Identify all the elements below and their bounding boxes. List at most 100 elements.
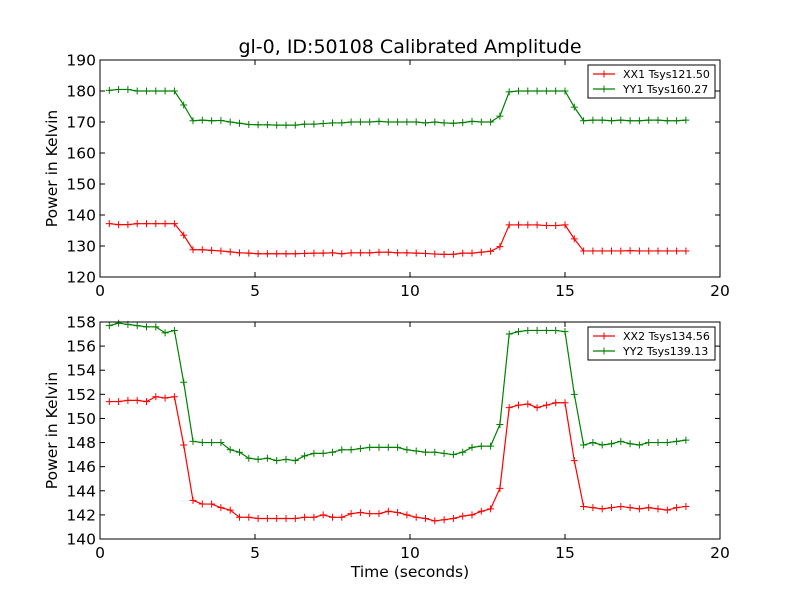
bottom-series-1-point [384,507,392,515]
top-series-2-point [329,119,336,127]
top-series-2-point [152,87,160,95]
top-series-1-point [459,249,467,257]
bottom-legend-label-1: XX2 Tsys134.56 [623,330,710,343]
top-series-2-point [570,103,578,111]
top-series-1-point [338,250,346,258]
figure-title: gl-0, ID:50108 Calibrated Amplitude [238,36,581,58]
bottom-series-2-point [487,442,495,450]
top-series-2-point [673,117,681,125]
top-series-1-point [143,220,150,228]
bottom-series-1-point [329,513,336,521]
top-x-tick-label: 20 [710,282,730,300]
bottom-series-2-point [133,322,141,330]
top-series-1-point [161,220,169,228]
top-series-2-point [161,87,169,95]
bottom-series-1-point [208,500,216,508]
top-series-2-point [515,87,522,95]
bottom-series-1-point [310,513,318,521]
bottom-series-1-point [282,515,290,523]
top-series-1-point [589,247,597,255]
top-y-tick-label: 130 [66,238,96,256]
bottom-series-1-point [477,507,485,515]
top-x-tick-label: 5 [250,282,260,300]
top-series-1-point [403,249,411,257]
top-series-1-point [133,220,141,228]
bottom-series-2-point [161,329,169,337]
bottom-y-tick-label: 158 [66,314,96,332]
bottom-series-1-point [468,511,476,519]
top-series-2-point [208,117,216,125]
bottom-series-2-point [515,328,522,336]
bottom-series-1-point [394,508,402,516]
bottom-series-1-point [533,404,541,412]
bottom-series-1-point [542,401,550,409]
bottom-y-tick-label: 144 [66,482,96,500]
top-series-2-point [459,119,467,127]
top-series-1-point [449,250,457,258]
bottom-series-2-point [663,439,671,447]
bottom-series-1-point [449,515,457,523]
top-series-1-point [663,247,671,255]
bottom-series-2-point [626,440,634,448]
bottom-series-2-point [226,446,234,454]
top-series-2-point [412,118,420,126]
top-series-1-point [105,220,113,228]
top-x-tick-label: 10 [400,282,420,300]
bottom-series-2-point [263,454,271,462]
top-series-2-point [487,118,495,126]
bottom-series-1-point [254,515,262,523]
top-series-2-point [301,120,309,128]
bottom-series-2-point [254,455,262,463]
top-legend-label-1: XX1 Tsys121.50 [623,68,710,81]
top-series-2-point [347,118,355,126]
top-series-2-point [310,120,318,128]
top-series-2-point [394,118,402,126]
top-series-1-point [505,221,513,229]
top-series-2-point [189,117,197,125]
bottom-series-1-point [245,513,253,521]
bottom-y-tick-label: 146 [66,458,96,476]
bottom-series-2-point [291,457,299,465]
bottom-series-1-point [375,510,383,518]
top-series-1-point [533,221,541,229]
bottom-series-1-point [561,399,569,407]
top-series-2-point [533,87,541,95]
top-series-1-point [170,220,178,228]
bottom-series-1-point [487,505,495,513]
top-series-1-point [282,250,290,258]
top-series-2-point [617,116,625,124]
top-legend-box [587,64,716,99]
bottom-y-axis-label: Power in Kelvin [43,372,61,489]
top-series-2-point [356,118,364,126]
top-series-2-point [366,118,374,126]
bottom-series-2-point [524,326,532,334]
top-series-1-point [431,250,439,258]
bottom-series-2-point [143,323,150,331]
top-series-2-point [291,121,299,129]
top-series-1-point [487,247,495,255]
top-series-2-point [449,119,457,127]
top-series-1-point [580,247,588,255]
bottom-series-1-point [133,396,141,404]
bottom-series-2-point [570,390,578,398]
top-series-2-point [635,117,643,125]
top-series-2-point [263,121,271,129]
top-y-tick-label: 150 [66,176,96,194]
top-series-2-point [282,121,290,129]
top-series-2-point [431,118,439,126]
top-series-2-point [654,116,662,124]
top-series-1-point [356,249,364,257]
top-series-1-point [598,247,606,255]
bottom-series-1-point [496,484,504,492]
bottom-series-2-point [533,326,541,334]
bottom-legend-marker-1 [600,332,608,340]
top-series-2-point [505,88,513,96]
bottom-series-2-point [105,322,113,330]
top-series-2-point [245,120,253,128]
top-series-2-point [384,118,392,126]
bottom-series-1-point [338,513,346,521]
bottom-series-1-point [180,441,188,449]
top-series-1-point [208,246,216,254]
bottom-series-2-point [301,452,309,460]
